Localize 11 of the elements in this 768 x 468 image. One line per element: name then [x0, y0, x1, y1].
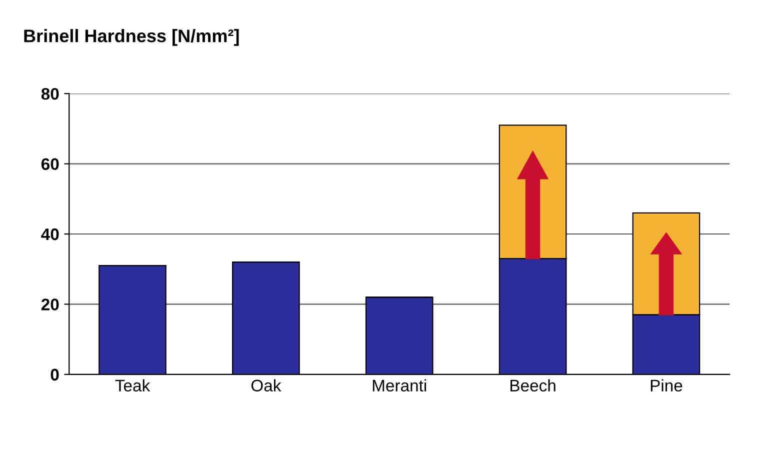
x-tick-label: Beech [510, 379, 556, 392]
x-tick-label: Meranti [372, 379, 426, 392]
x-tick-label: Teak [115, 379, 150, 392]
y-tick-label: 40 [41, 228, 59, 240]
x-tick-label: Oak [251, 379, 282, 392]
y-tick-label: 80 [41, 88, 59, 100]
y-tick-label: 20 [41, 298, 59, 310]
x-tick-label: Pine [650, 379, 682, 392]
chart-title: Brinell Hardness [N/mm²] [24, 29, 239, 46]
y-tick-label: 0 [50, 368, 59, 381]
y-tick-label: 60 [41, 158, 59, 170]
